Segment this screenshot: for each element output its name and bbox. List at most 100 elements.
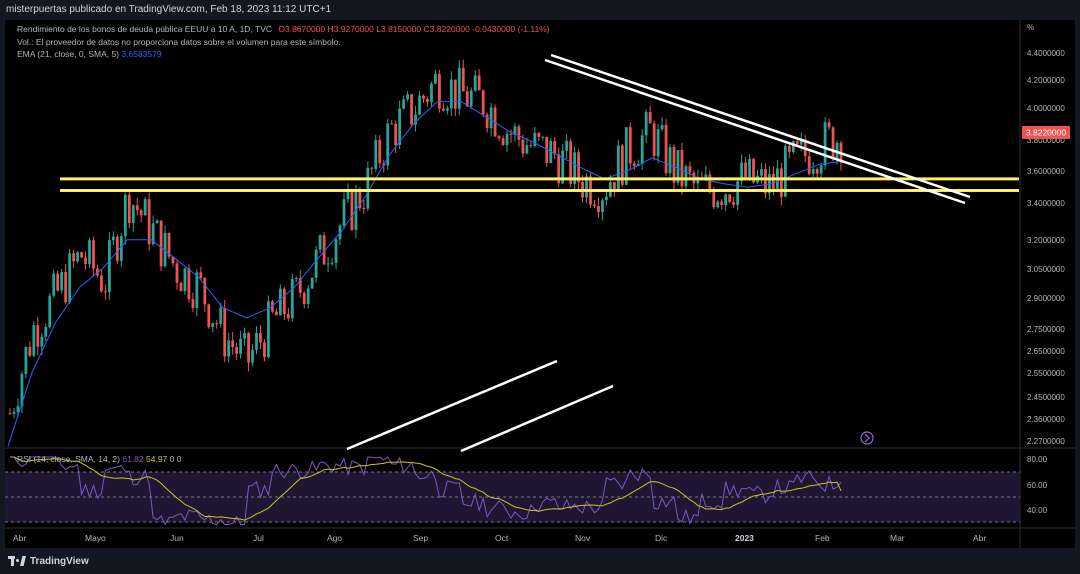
candle-body <box>612 182 616 191</box>
candle-body <box>736 181 740 205</box>
rsi-tick-label: 40.00 <box>1027 506 1048 515</box>
candle-body <box>235 347 239 354</box>
candle-body <box>12 411 16 414</box>
candle-body <box>147 199 151 245</box>
candle-body <box>720 201 724 206</box>
candle-body <box>672 147 676 183</box>
candle-body <box>652 123 656 157</box>
candle-body <box>513 126 517 135</box>
current-price-label: 3.8220000 <box>1026 128 1066 138</box>
candle-body <box>219 307 223 324</box>
price-unit: % <box>1027 23 1034 32</box>
price-chart[interactable]: 4.4000000 4.2000000 4.0000000 3.8000000 3.60… <box>5 20 1075 548</box>
candle-body <box>457 67 461 109</box>
candle-body <box>597 205 600 213</box>
candle-body <box>32 325 36 356</box>
replay-icon[interactable] <box>860 431 874 445</box>
candle-body <box>517 126 521 140</box>
candle-body <box>422 95 425 99</box>
candle-body <box>485 114 489 129</box>
candle-body <box>302 292 306 305</box>
candle-body <box>151 223 155 245</box>
candle-body <box>318 235 322 250</box>
trendline <box>550 53 971 199</box>
time-axis[interactable]: Abr Mayo Jun Jul Ago Sep Oct Nov Dic 2023 Feb Mar Ab… <box>13 533 986 543</box>
ema-legend: EMA (21, close, 0, SMA, 5) 3.6583579 <box>17 49 162 59</box>
price-tick-label: 2.9000000 <box>1027 294 1065 303</box>
rsi-pane[interactable]: 80.00 60.00 40.00 <box>10 455 1048 526</box>
price-tick-label: 4.4000000 <box>1027 49 1065 58</box>
candle-body <box>398 108 402 145</box>
volume-note: Vol.: El proveedor de datos no proporcio… <box>17 37 341 47</box>
candle-body <box>40 336 44 347</box>
drawings-group[interactable] <box>60 53 1019 453</box>
trendline <box>544 58 966 205</box>
candle-body <box>573 152 576 184</box>
candle-body <box>211 323 215 328</box>
candle-body <box>231 340 235 348</box>
candle-body <box>330 262 334 264</box>
time-tick-label: Ago <box>327 533 342 543</box>
candle-body <box>616 145 620 191</box>
candle-body <box>501 138 505 145</box>
chart-area[interactable]: 4.4000000 4.2000000 4.0000000 3.8000000 3.60… <box>5 20 1075 548</box>
candle-body <box>477 75 481 91</box>
time-tick-label: Jul <box>253 533 264 543</box>
candle-body <box>605 196 608 201</box>
candle-body <box>628 127 632 164</box>
candle-body <box>159 220 163 267</box>
candle-body <box>430 83 433 103</box>
candle-body <box>223 307 227 357</box>
candle-body <box>350 190 354 230</box>
candle-body <box>123 194 127 237</box>
candle-body <box>16 406 20 412</box>
candle-body <box>290 278 294 319</box>
candle-body <box>163 232 167 267</box>
candle-body <box>227 340 231 357</box>
candle-body <box>179 282 183 292</box>
tradingview-logo[interactable]: TradingView <box>8 556 89 567</box>
candle-body <box>787 145 791 152</box>
candle-body <box>191 299 195 309</box>
candle-body <box>537 132 541 137</box>
candle-body <box>744 162 747 179</box>
candle-body <box>414 114 417 125</box>
candle-body <box>779 168 783 197</box>
candle-body <box>215 323 219 325</box>
candle-body <box>207 304 211 328</box>
candle-body <box>640 135 644 164</box>
candle-body <box>139 210 143 216</box>
time-tick-label: Sep <box>413 533 428 543</box>
candle-body <box>366 167 370 209</box>
candle-body <box>119 236 123 261</box>
candle-body <box>100 275 103 292</box>
price-pane[interactable] <box>5 20 1020 448</box>
candle-body <box>374 139 378 169</box>
trendline <box>346 359 558 451</box>
candle-body <box>593 204 596 206</box>
candle-body <box>84 257 87 264</box>
candle-body <box>473 75 477 91</box>
candle-body <box>660 125 664 130</box>
candle-body <box>92 240 95 269</box>
candle-body <box>20 373 24 407</box>
candle-body <box>557 154 561 184</box>
candle-body <box>334 239 338 263</box>
candle-body <box>278 288 282 316</box>
candle-body <box>624 127 628 185</box>
candle-body <box>732 201 736 205</box>
candle-body <box>445 108 449 111</box>
candle-body <box>76 252 79 262</box>
candle-body <box>275 311 278 316</box>
tradingview-logo-text: TradingView <box>30 555 89 567</box>
candle-body <box>442 108 445 111</box>
price-axis[interactable]: 4.4000000 4.2000000 4.0000000 3.8000000 3.60… <box>1027 49 1065 446</box>
trendline <box>460 384 614 453</box>
candle-body <box>748 158 751 179</box>
price-tick-label: 2.2700000 <box>1027 437 1065 446</box>
rsi-ma-legend-value: 54.97 <box>146 454 168 464</box>
candle-body <box>56 273 60 291</box>
candle-body <box>259 333 262 343</box>
candle-body <box>799 139 803 145</box>
author-line: misterpuertas publicado en TradingView.c… <box>6 4 332 15</box>
